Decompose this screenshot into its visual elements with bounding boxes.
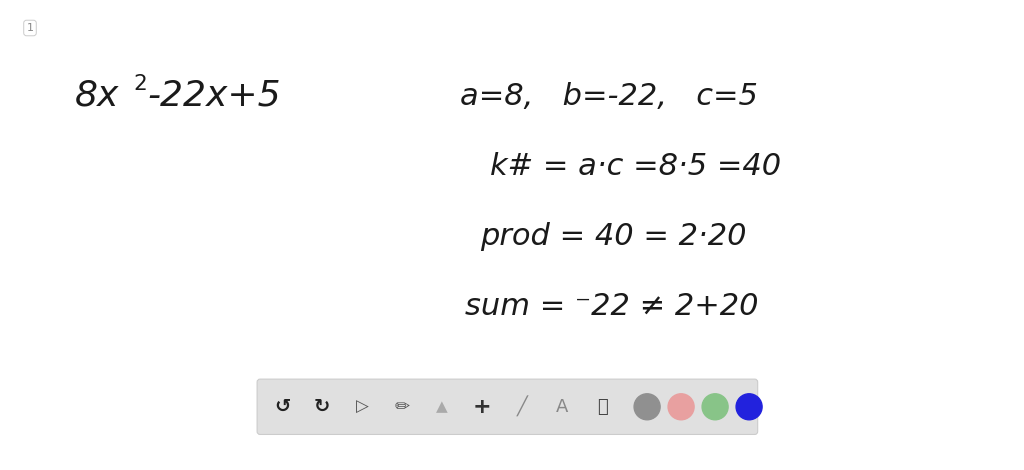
Text: ↻: ↻: [314, 397, 331, 416]
Text: -22x+5: -22x+5: [147, 78, 281, 112]
Text: ▲: ▲: [436, 400, 447, 414]
FancyBboxPatch shape: [257, 379, 758, 434]
Text: 1: 1: [27, 23, 34, 33]
Text: prod = 40 = 2·20: prod = 40 = 2·20: [480, 222, 746, 251]
Text: sum = ⁻22 ≠ 2+20: sum = ⁻22 ≠ 2+20: [465, 292, 759, 321]
Text: ╱: ╱: [517, 396, 527, 417]
Circle shape: [634, 394, 660, 420]
Text: ↺: ↺: [273, 397, 290, 416]
Text: +: +: [473, 397, 492, 417]
Text: ⎙: ⎙: [597, 398, 607, 416]
Text: a=8,   b=-22,   c=5: a=8, b=-22, c=5: [460, 82, 758, 111]
Circle shape: [668, 394, 694, 420]
Text: k# = a·c =8·5 =40: k# = a·c =8·5 =40: [490, 152, 781, 181]
Circle shape: [736, 394, 762, 420]
Text: A: A: [556, 398, 568, 416]
Circle shape: [702, 394, 728, 420]
Text: ✏: ✏: [394, 398, 410, 416]
Text: 8x: 8x: [75, 78, 120, 112]
Text: 2: 2: [133, 74, 146, 94]
Text: ▷: ▷: [355, 398, 369, 416]
